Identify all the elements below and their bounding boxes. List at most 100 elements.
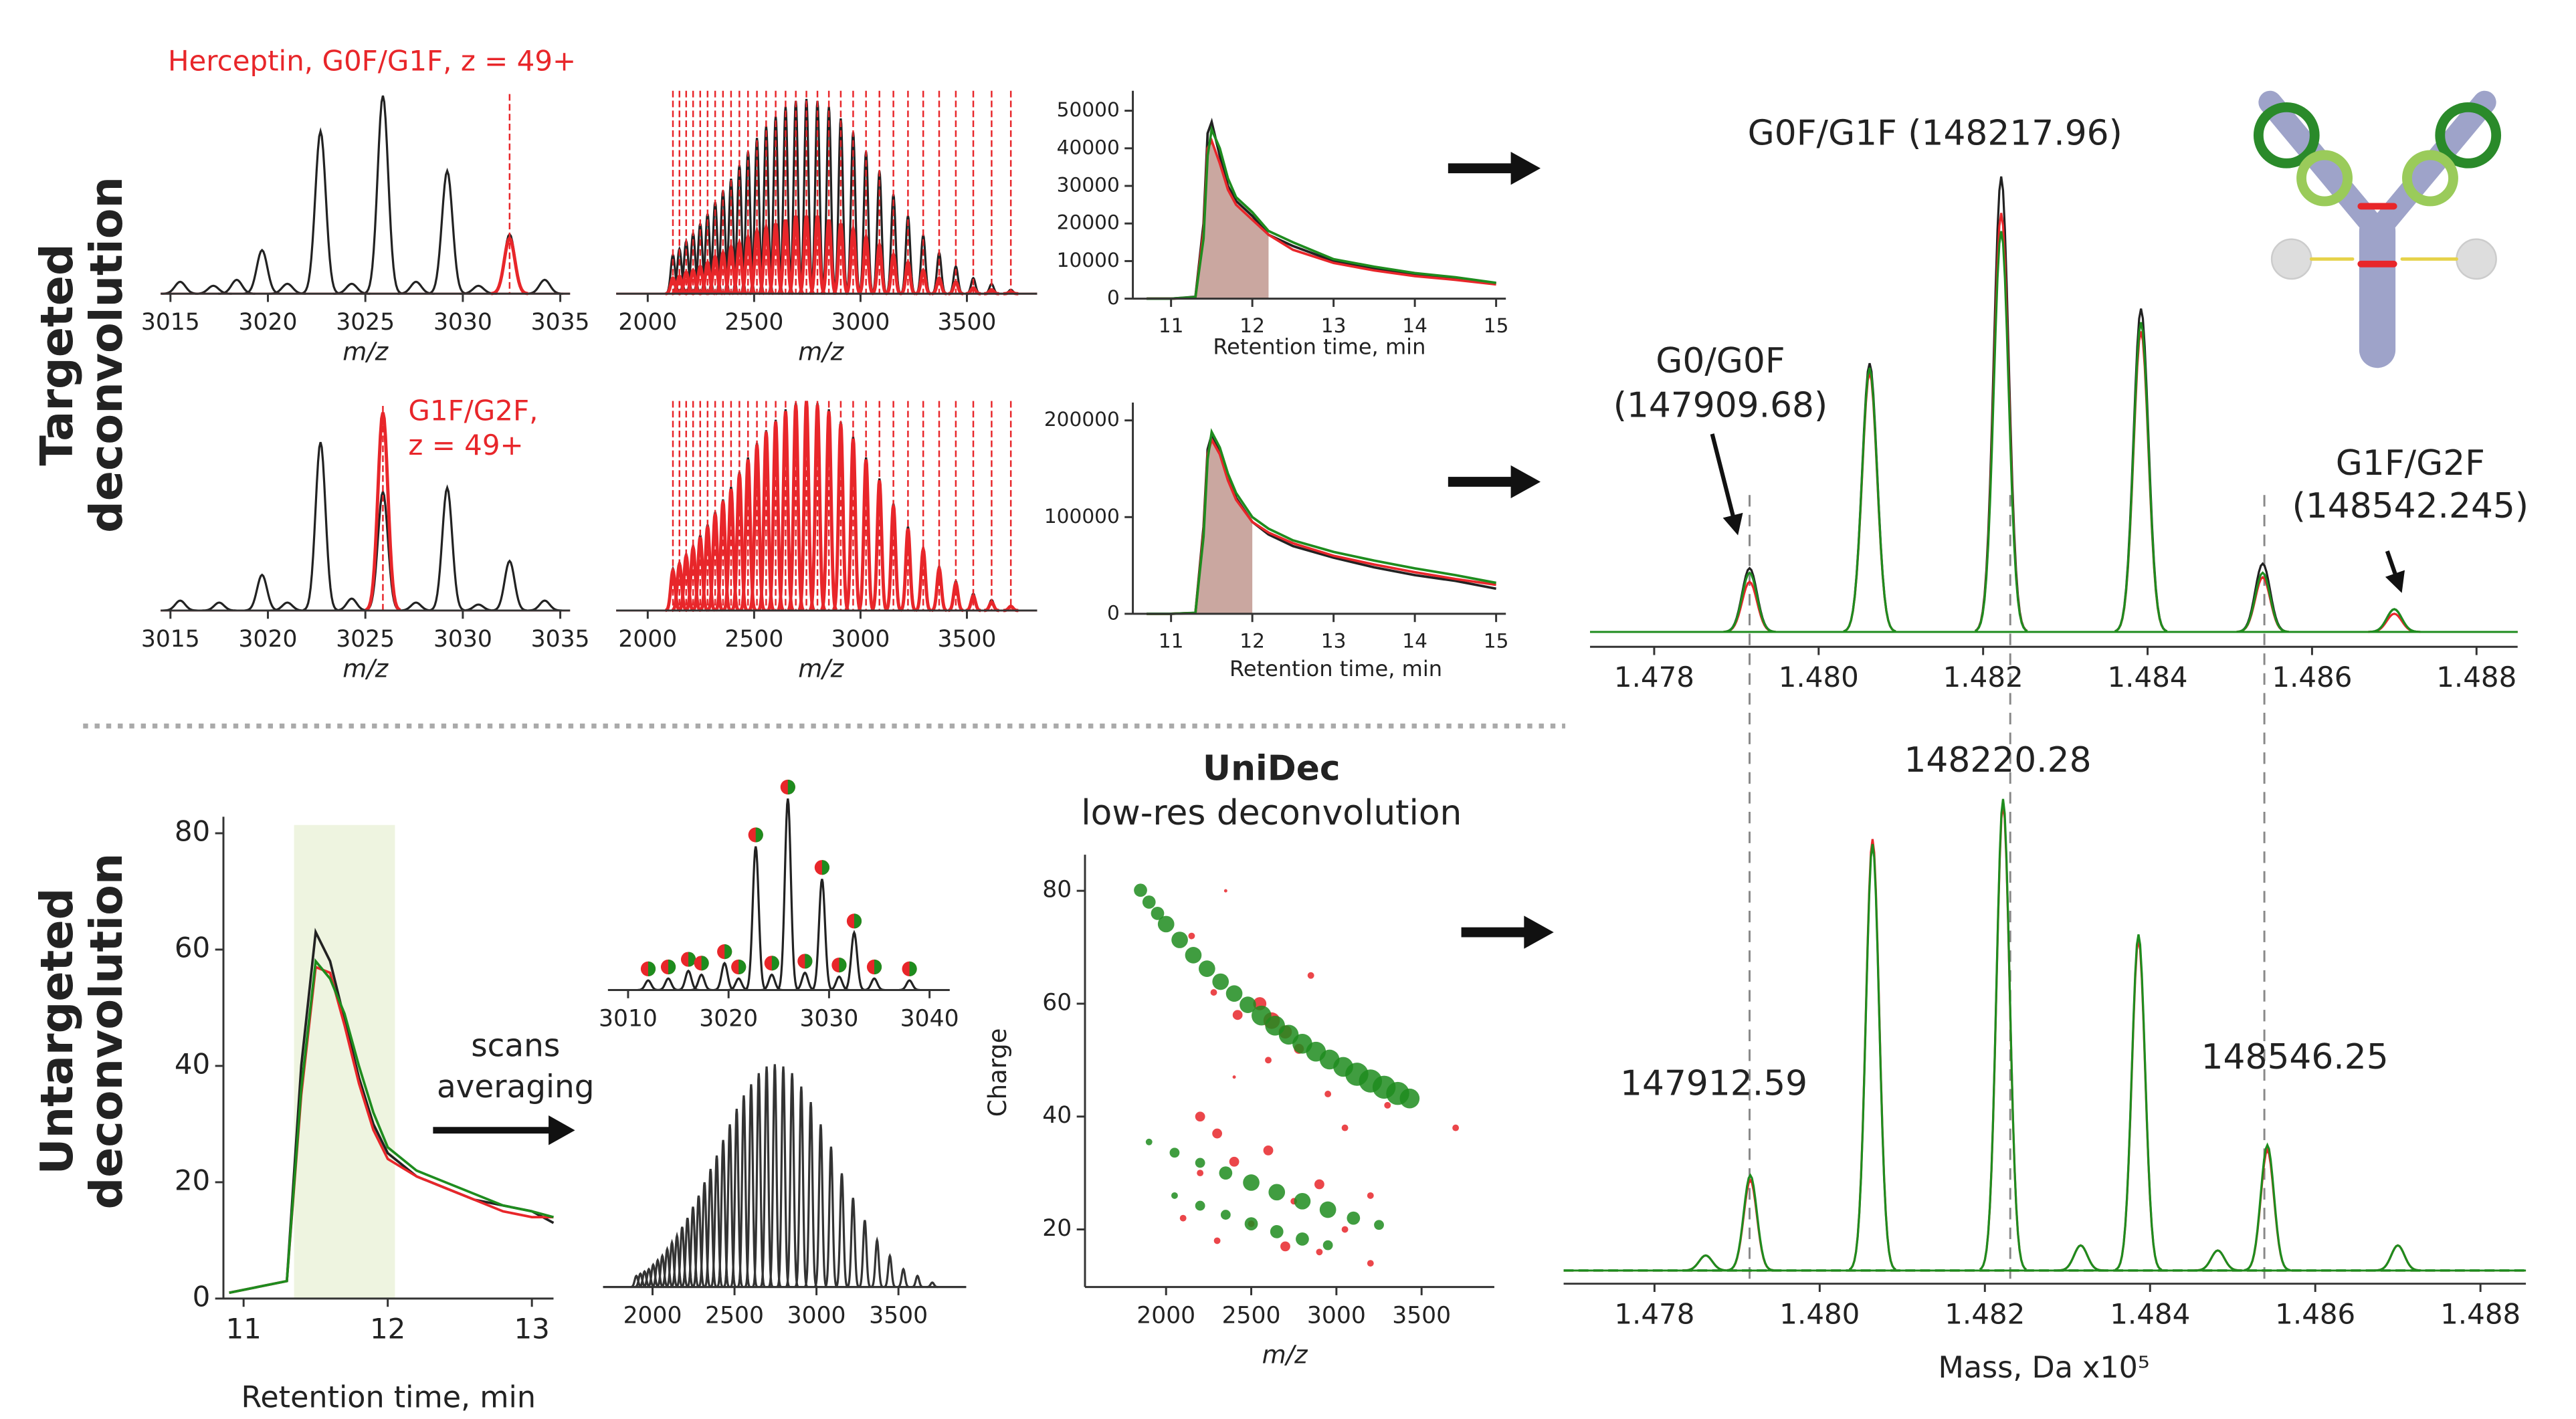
- peak: [931, 564, 947, 613]
- y-tick-label: 40: [175, 1047, 210, 1080]
- annotation: UniDec: [1203, 748, 1341, 788]
- peak: [814, 1124, 827, 1288]
- x-tick-label: 3500: [1392, 1303, 1451, 1329]
- y-tick-label: 30000: [1057, 173, 1120, 196]
- y-axis-label: Charge: [983, 1028, 1012, 1117]
- chart: 11 12 13 0 20 40 60 80 Retention time, min: [175, 815, 555, 1414]
- peak: [678, 550, 694, 613]
- y-tick-label: 20000: [1057, 211, 1120, 234]
- x-tick-label: 3500: [938, 626, 997, 653]
- point: [1195, 1111, 1205, 1122]
- point: [1244, 1217, 1258, 1230]
- x-tick-label: 2500: [724, 626, 783, 653]
- x-tick-label: 11: [225, 1312, 261, 1345]
- peak: [671, 560, 688, 613]
- y-tick-label: 60: [1042, 989, 1072, 1016]
- point: [1185, 947, 1202, 964]
- point: [1210, 989, 1217, 996]
- row-label: Targeted: [31, 243, 83, 465]
- peak: [1843, 367, 1896, 633]
- peak: [692, 1195, 705, 1288]
- x-tick-label: 3020: [239, 309, 298, 336]
- point: [1169, 1148, 1180, 1158]
- annotation-arrows: [1710, 433, 2405, 593]
- peak: [707, 253, 723, 296]
- area: [1195, 140, 1269, 299]
- x-axis-label: Retention time, min: [1213, 334, 1425, 360]
- x-axis-label: Mass, Da x10⁵: [1939, 1351, 2150, 1385]
- point: [1263, 1145, 1274, 1156]
- y-tick-label: 50000: [1057, 98, 1120, 121]
- peak: [844, 930, 865, 991]
- point: [1212, 973, 1229, 990]
- point: [1195, 1158, 1205, 1168]
- peak: [2057, 1244, 2104, 1272]
- x-axis-label: m/z: [798, 654, 845, 683]
- peak: [858, 1220, 872, 1288]
- peak: [900, 528, 916, 612]
- peak-dot: [771, 956, 779, 971]
- peak: [429, 484, 465, 612]
- point: [1243, 1174, 1260, 1191]
- peak-dot: [755, 827, 763, 843]
- peak: [824, 1146, 838, 1288]
- x-tick-label: 13: [1321, 629, 1347, 652]
- x-tick-label: 11: [1159, 629, 1184, 652]
- chart: 2000 2500 3000 3500 20 40 60 80 m/z Charge UniDec l…: [983, 748, 1494, 1370]
- x-axis-label: m/z: [342, 654, 389, 683]
- peak: [490, 235, 528, 296]
- point: [1232, 1075, 1236, 1079]
- point: [1179, 1214, 1187, 1222]
- annotation: 147912.59: [1620, 1064, 1807, 1104]
- point: [1270, 1225, 1284, 1238]
- point: [1220, 1210, 1231, 1220]
- peak-dot: [668, 959, 676, 975]
- point: [1341, 1124, 1349, 1131]
- peak: [871, 1236, 884, 1288]
- annotation: (147909.68): [1613, 385, 1828, 425]
- x-tick-label: 3015: [141, 626, 200, 653]
- chart: 11 12 13 14 15 0 10000 20000 30000 40000 50000 Rete…: [1057, 90, 1508, 360]
- x-tick-label: 14: [1402, 629, 1427, 652]
- peak: [2375, 1244, 2421, 1272]
- peak: [678, 269, 694, 296]
- peak-dot: [821, 860, 829, 875]
- row-label: deconvolution: [80, 853, 132, 1210]
- point: [1322, 1240, 1333, 1250]
- peak: [885, 505, 902, 612]
- x-tick-label: 3000: [787, 1303, 846, 1329]
- note: scans: [471, 1027, 560, 1064]
- point: [1280, 1241, 1290, 1252]
- point: [1265, 1057, 1272, 1064]
- x-tick-label: 2000: [618, 626, 677, 653]
- peak: [672, 274, 688, 296]
- peak: [2114, 322, 2168, 633]
- point: [1229, 1156, 1240, 1167]
- peak: [1848, 844, 1896, 1271]
- line: [1147, 428, 1496, 615]
- y-tick-label: 80: [175, 815, 210, 848]
- peak: [665, 276, 681, 296]
- peak: [885, 250, 902, 296]
- peak: [661, 1246, 674, 1289]
- annotation: G1F/G2F,: [408, 394, 538, 427]
- chart: 2000 2500 3000 3500: [603, 1064, 967, 1329]
- peak: [831, 423, 850, 612]
- x-axis-label: m/z: [342, 338, 389, 366]
- y-tick-label: 0: [1107, 286, 1120, 309]
- peak: [692, 263, 708, 296]
- chart: 3015 3020 3025 3030 3035 m/z G1F/G2F,z = 49+: [141, 394, 590, 683]
- x-tick-label: 3040: [900, 1005, 959, 1032]
- peak: [2194, 1249, 2242, 1272]
- y-tick-label: 60: [175, 932, 210, 964]
- peak: [656, 1252, 669, 1289]
- area: [1195, 439, 1253, 614]
- x-tick-label: 2500: [705, 1303, 764, 1329]
- point: [1142, 895, 1156, 909]
- peak: [428, 167, 466, 295]
- chart: 1.478 1.480 1.482 1.484 1.486 1.488 G0F/G1F (1…: [1590, 113, 2529, 1284]
- x-tick-label: 3025: [336, 626, 395, 653]
- peak: [1682, 1254, 1729, 1272]
- point: [1151, 907, 1165, 920]
